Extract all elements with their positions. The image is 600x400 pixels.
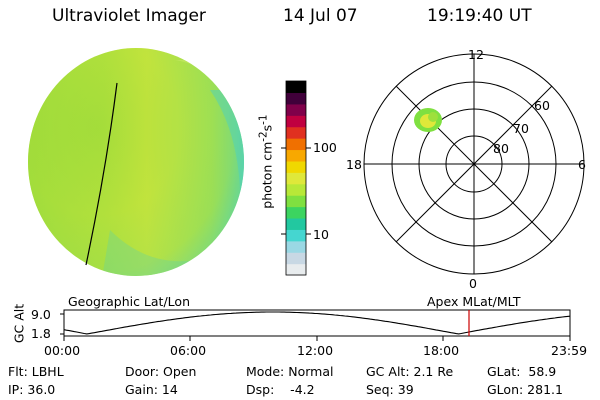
strip-ytick-min: 1.8 <box>31 326 51 341</box>
colorbar-band <box>286 217 306 230</box>
colorbar-tick-10: 10 <box>313 227 329 242</box>
altitude-strip <box>60 309 571 341</box>
polar-label-right: 6 <box>578 157 586 172</box>
strip-xtick-0000: 00:00 <box>44 343 81 358</box>
uv-image-disk <box>28 48 244 276</box>
colorbar-band <box>286 240 306 253</box>
orbit-track-line <box>85 82 118 266</box>
aurora-blob <box>414 108 442 132</box>
colorbar-band <box>286 229 306 242</box>
info-glon: GLon: 281.1 <box>487 382 563 397</box>
info-gain: Gain: 14 <box>125 382 178 397</box>
polar-label-top: 12 <box>468 47 484 62</box>
info-glat: GLat: 58.9 <box>487 364 557 379</box>
info-door: Door: Open <box>125 364 197 379</box>
colorbar-band <box>286 195 306 208</box>
info-dsp: Dsp: -4.2 <box>246 382 315 397</box>
strip-right-title: Apex MLat/MLT <box>427 294 521 309</box>
polar-lat-60: 60 <box>534 98 550 113</box>
polar-plot <box>363 53 585 275</box>
colorbar-band <box>286 206 306 219</box>
colorbar-band <box>286 126 306 139</box>
polar-lat-70: 70 <box>513 121 529 136</box>
date-label: 14 Jul 07 <box>283 6 358 26</box>
strip-xtick-2359: 23:59 <box>551 343 588 358</box>
colorbar-band <box>286 160 306 173</box>
strip-xtick-1200: 12:00 <box>297 343 334 358</box>
colorbar-band <box>286 92 306 105</box>
colorbar-band <box>286 81 306 94</box>
colorbar-band <box>286 103 306 116</box>
strip-ytick-max: 9.0 <box>31 307 51 322</box>
colorbar-tick-100: 100 <box>313 140 337 155</box>
info-seq: Seq: 39 <box>366 382 414 397</box>
info-mode: Mode: Normal <box>246 364 334 379</box>
info-gcalt: GC Alt: 2.1 Re <box>366 364 454 379</box>
colorbar-band <box>286 149 306 162</box>
strip-xtick-1800: 18:00 <box>423 343 460 358</box>
instrument-title: Ultraviolet Imager <box>52 6 206 26</box>
strip-ylabel: GC Alt <box>11 303 27 344</box>
time-label: 19:19:40 UT <box>427 6 532 26</box>
info-flt: Flt: LBHL <box>8 364 64 379</box>
colorbar-band <box>286 263 306 276</box>
polar-label-left: 18 <box>346 157 362 172</box>
strip-xtick-0600: 06:00 <box>170 343 207 358</box>
colorbar-band <box>286 183 306 196</box>
polar-lat-80: 80 <box>493 141 509 156</box>
colorbar <box>286 81 306 276</box>
colorbar-frame <box>285 80 307 276</box>
colorbar-band <box>286 172 306 185</box>
info-ip: IP: 36.0 <box>8 382 56 397</box>
colorbar-band <box>286 252 306 265</box>
strip-left-title: Geographic Lat/Lon <box>68 294 190 309</box>
polar-label-bottom: 0 <box>469 276 477 291</box>
altitude-curve <box>63 311 571 335</box>
colorbar-unit-label: photon cm-2s-1 <box>257 114 275 209</box>
colorbar-band <box>286 115 306 128</box>
colorbar-band <box>286 138 306 151</box>
